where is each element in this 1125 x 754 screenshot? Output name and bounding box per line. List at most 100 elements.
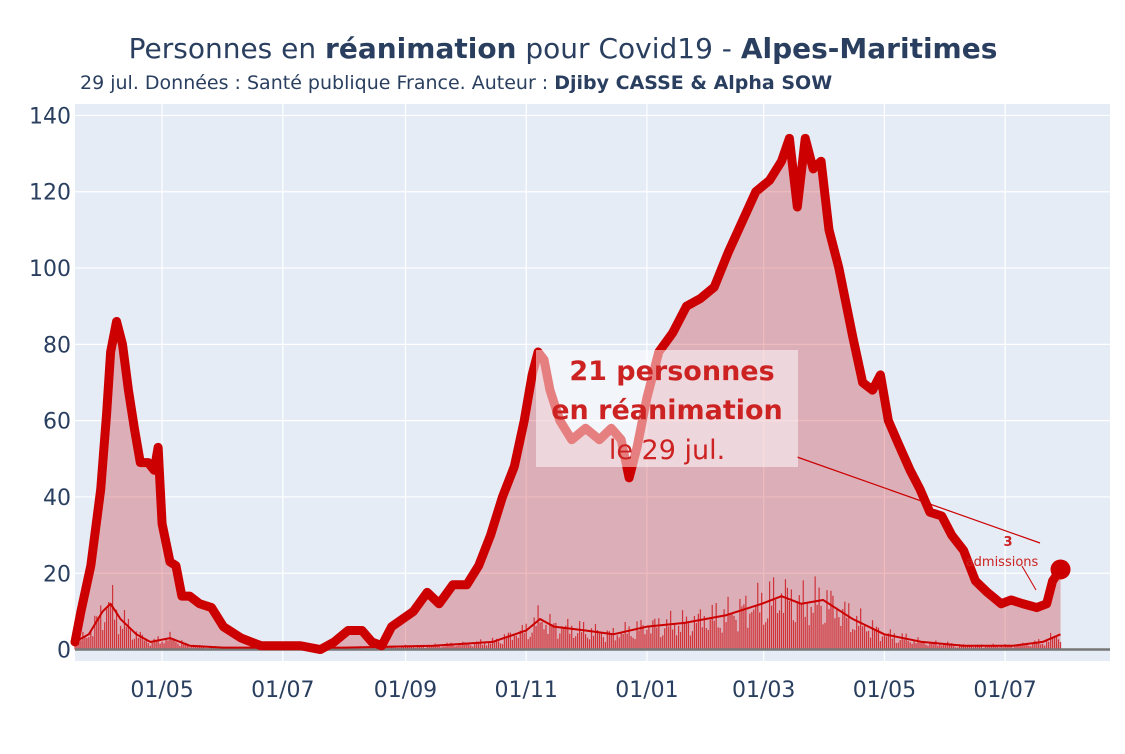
admission-bar xyxy=(517,638,519,650)
admission-bar xyxy=(563,628,565,650)
admission-bar xyxy=(850,631,852,650)
admission-bar xyxy=(1050,632,1052,650)
admission-bar xyxy=(877,627,880,650)
y-tick-label: 40 xyxy=(43,486,71,511)
admission-bar xyxy=(953,646,955,650)
admission-bar xyxy=(106,608,108,650)
admission-bar xyxy=(713,620,715,650)
admission-bar xyxy=(695,623,697,650)
admission-bar xyxy=(654,618,656,650)
admission-bar xyxy=(846,617,848,650)
admission-bar xyxy=(438,644,440,650)
admission-bar xyxy=(577,633,579,650)
admission-bar xyxy=(604,641,606,650)
admission-bar xyxy=(899,640,901,650)
admission-bar xyxy=(590,628,593,650)
admission-bar xyxy=(100,605,102,650)
admission-bar xyxy=(626,633,628,650)
admission-bar xyxy=(879,641,882,650)
admission-bar xyxy=(749,613,751,650)
admission-bar xyxy=(856,615,858,650)
admission-bar xyxy=(586,637,589,650)
admission-bar xyxy=(115,609,118,650)
admission-bar xyxy=(1022,642,1024,650)
admission-bar xyxy=(491,637,494,650)
admission-bar xyxy=(495,638,498,650)
admission-bar xyxy=(960,646,963,650)
admission-bar xyxy=(974,644,977,650)
admission-bar xyxy=(104,622,106,650)
admission-bar xyxy=(452,644,454,650)
admission-bar xyxy=(632,637,634,650)
admission-bar xyxy=(422,644,424,650)
admission-bar xyxy=(915,643,917,650)
admission-bar xyxy=(958,644,961,650)
admission-bar xyxy=(966,646,969,650)
admission-bar xyxy=(970,646,973,650)
admission-bar xyxy=(945,644,947,650)
admission-bar xyxy=(862,626,864,650)
admission-bar xyxy=(507,632,509,650)
admission-bar xyxy=(614,640,616,650)
admission-bar xyxy=(129,630,132,650)
admission-bar xyxy=(559,633,561,650)
reanimation-area xyxy=(75,138,1061,650)
admission-bar xyxy=(834,618,836,650)
admission-bar xyxy=(893,633,895,650)
admissions-arrow xyxy=(1021,565,1037,591)
admission-bar xyxy=(159,643,161,650)
admission-bar xyxy=(612,627,614,650)
admission-bar xyxy=(729,613,731,650)
admission-bar xyxy=(442,646,444,650)
admission-bar xyxy=(135,631,137,650)
admission-bar xyxy=(913,639,915,650)
admission-bar xyxy=(962,644,965,650)
admission-bar xyxy=(125,626,128,650)
admission-bar xyxy=(1040,644,1042,650)
admission-bar xyxy=(444,646,446,650)
admission-bar xyxy=(790,589,792,650)
x-tick-label: 01/05 xyxy=(853,678,916,703)
admission-bar xyxy=(92,636,94,650)
admission-bar xyxy=(848,603,850,650)
admission-bar xyxy=(660,637,662,650)
admission-bar xyxy=(984,646,986,650)
admission-bar xyxy=(881,636,884,650)
admission-bar xyxy=(891,638,893,650)
admission-bar xyxy=(774,599,777,650)
admission-bar xyxy=(131,639,133,650)
admission-bar xyxy=(650,633,652,650)
admission-bar xyxy=(76,644,78,650)
admission-bar xyxy=(531,632,533,650)
admission-bar xyxy=(606,630,608,650)
admission-bar xyxy=(826,590,828,650)
admission-bar xyxy=(919,640,921,650)
y-tick-label: 80 xyxy=(43,333,71,358)
annotation-line3: le 29 jul. xyxy=(609,435,725,466)
admission-bar xyxy=(964,645,967,650)
admission-bar xyxy=(123,610,126,650)
admission-bar xyxy=(822,624,824,650)
admission-bar xyxy=(416,644,418,650)
admission-bar xyxy=(582,622,585,650)
admission-bar xyxy=(1032,643,1034,650)
admission-bar xyxy=(108,602,110,650)
admission-bar xyxy=(515,635,517,650)
admission-bar xyxy=(765,622,767,650)
admission-bar xyxy=(867,630,870,650)
admission-bar xyxy=(925,644,927,650)
admission-bar xyxy=(986,646,988,650)
admission-bar xyxy=(608,631,610,650)
admission-bar xyxy=(458,643,460,650)
admission-bar xyxy=(519,630,521,650)
admission-bar xyxy=(794,622,796,650)
admission-bar xyxy=(816,604,818,650)
admission-bar xyxy=(432,645,434,650)
admission-bar xyxy=(1026,642,1028,650)
admission-bar xyxy=(875,626,878,650)
admission-bar xyxy=(921,641,923,650)
admission-bar xyxy=(412,646,415,650)
admission-bar xyxy=(887,633,889,650)
admission-bar xyxy=(171,639,173,650)
admission-bar xyxy=(462,641,464,650)
